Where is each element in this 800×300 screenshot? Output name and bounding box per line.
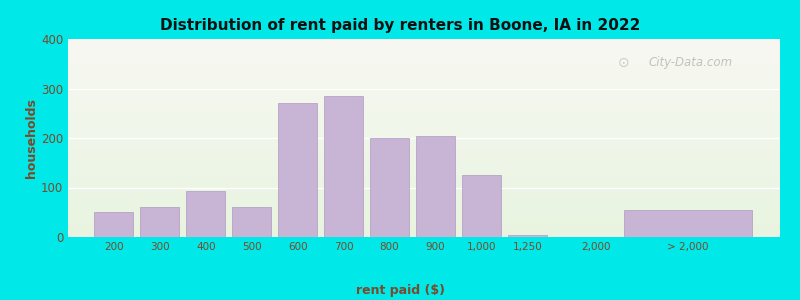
Bar — [232, 207, 271, 237]
Bar — [370, 138, 409, 237]
Text: ⊙: ⊙ — [618, 56, 629, 70]
Bar — [278, 103, 318, 237]
Text: Distribution of rent paid by renters in Boone, IA in 2022: Distribution of rent paid by renters in … — [160, 18, 640, 33]
Bar — [624, 210, 753, 237]
Text: rent paid ($): rent paid ($) — [355, 284, 445, 297]
Bar — [186, 191, 226, 237]
Bar — [508, 235, 547, 237]
Text: City-Data.com: City-Data.com — [648, 56, 733, 69]
Y-axis label: households: households — [25, 98, 38, 178]
Bar — [140, 207, 179, 237]
Bar — [324, 96, 363, 237]
Bar — [416, 136, 455, 237]
Bar — [94, 212, 134, 237]
Bar — [462, 175, 501, 237]
